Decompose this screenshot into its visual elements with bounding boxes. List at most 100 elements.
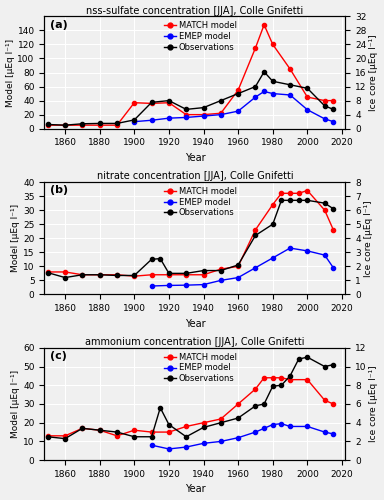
Observations [80,121,85,127]
Line: MATCH model: MATCH model [46,22,335,128]
Observations [98,427,102,433]
MATCH model [115,272,119,278]
Observations [45,434,50,440]
EMEP model [167,446,171,452]
EMEP model [270,90,275,96]
Observations [149,256,154,262]
MATCH model [80,426,85,432]
MATCH model [270,202,275,207]
EMEP model [305,106,310,112]
EMEP model [262,88,266,94]
MATCH model [115,122,119,128]
EMEP model [331,118,336,124]
EMEP model [253,429,258,435]
Observations [184,270,189,276]
EMEP model [288,245,292,251]
EMEP model [323,116,327,122]
Observations [323,200,327,206]
EMEP model [218,278,223,283]
EMEP model [184,114,189,120]
Observations [63,274,67,280]
MATCH model [323,207,327,213]
Line: EMEP model: EMEP model [149,422,335,451]
MATCH model [80,272,85,278]
MATCH model [305,376,310,382]
Y-axis label: Model [μEq l⁻¹]: Model [μEq l⁻¹] [11,204,20,272]
MATCH model [167,272,171,278]
Observations [158,404,162,410]
Legend: MATCH model, EMEP model, Observations: MATCH model, EMEP model, Observations [163,352,238,384]
MATCH model [218,266,223,272]
Observations [270,383,275,389]
Line: EMEP model: EMEP model [149,246,335,288]
MATCH model [331,98,336,103]
Y-axis label: Ice core [μEq l⁻¹]: Ice core [μEq l⁻¹] [369,34,379,111]
MATCH model [279,375,284,381]
MATCH model [323,397,327,403]
Observations [201,268,206,274]
Observations [149,434,154,440]
EMEP model [270,422,275,428]
EMEP model [323,429,327,435]
EMEP model [184,282,189,288]
MATCH model [288,66,292,72]
Observations [63,436,67,442]
Observations [98,272,102,278]
Observations [132,117,137,123]
EMEP model [236,108,240,114]
MATCH model [288,190,292,196]
Title: nitrate concentration [JJA], Colle Gnifetti: nitrate concentration [JJA], Colle Gnife… [96,172,293,181]
EMEP model [262,426,266,432]
EMEP model [149,283,154,289]
Line: MATCH model: MATCH model [46,376,335,438]
Observations [331,362,336,368]
MATCH model [288,376,292,382]
Observations [201,424,206,430]
MATCH model [98,122,102,128]
MATCH model [270,375,275,381]
Observations [184,434,189,440]
MATCH model [331,401,336,407]
Observations [253,403,258,409]
MATCH model [236,264,240,270]
Text: (b): (b) [50,186,68,196]
Observations [167,270,171,276]
Observations [236,90,240,96]
Observations [149,100,154,105]
Observations [288,82,292,88]
EMEP model [305,424,310,430]
MATCH model [218,110,223,116]
MATCH model [305,94,310,100]
Y-axis label: Ice core [μEq l⁻¹]: Ice core [μEq l⁻¹] [364,200,373,276]
MATCH model [201,420,206,426]
MATCH model [253,227,258,233]
MATCH model [279,190,284,196]
MATCH model [132,273,137,279]
EMEP model [236,274,240,280]
EMEP model [288,424,292,430]
MATCH model [296,190,301,196]
MATCH model [236,87,240,93]
MATCH model [115,433,119,439]
EMEP model [132,118,137,124]
MATCH model [305,188,310,194]
MATCH model [331,227,336,233]
MATCH model [167,429,171,435]
Observations [80,426,85,432]
Observations [45,270,50,276]
MATCH model [149,100,154,106]
MATCH model [149,429,154,435]
MATCH model [184,112,189,117]
X-axis label: Year: Year [185,153,205,163]
MATCH model [184,424,189,430]
MATCH model [149,272,154,278]
Observations [132,272,137,278]
Line: Observations: Observations [46,355,335,440]
MATCH model [201,112,206,117]
EMEP model [201,440,206,446]
EMEP model [236,434,240,440]
Observations [279,382,284,388]
Line: Observations: Observations [46,198,335,280]
Observations [323,364,327,370]
MATCH model [132,427,137,433]
